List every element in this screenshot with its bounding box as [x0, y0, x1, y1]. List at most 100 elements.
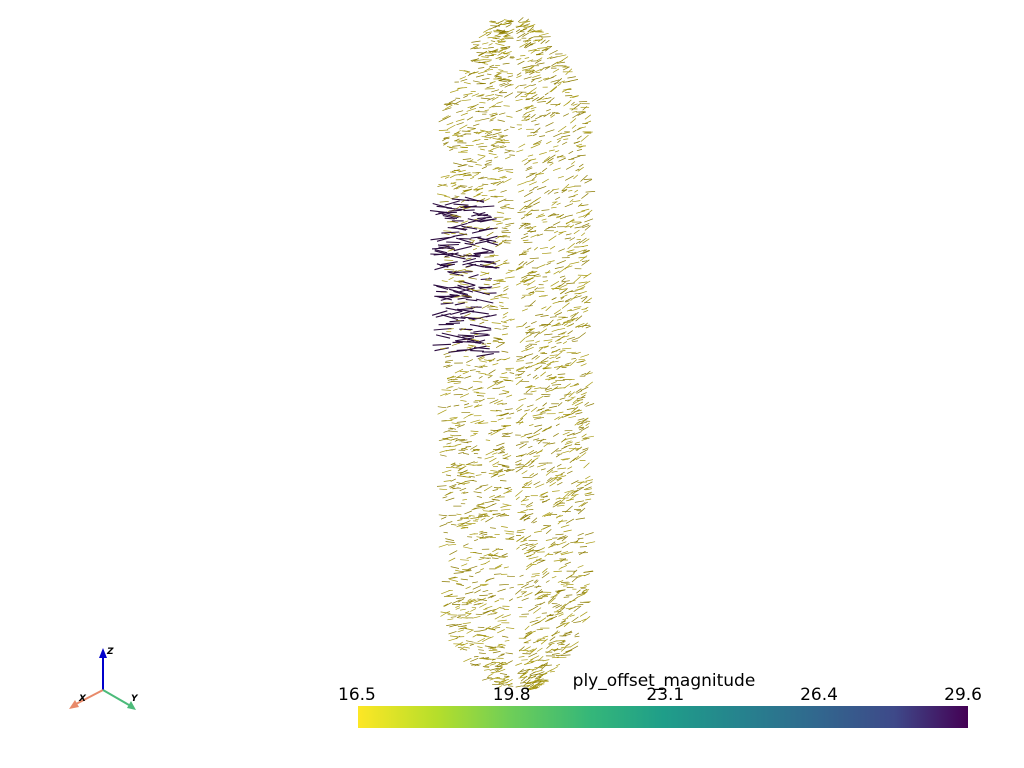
- glyph: [572, 112, 581, 119]
- glyph: [525, 344, 530, 348]
- glyph: [560, 294, 568, 299]
- glyph: [518, 454, 525, 457]
- glyph: [472, 47, 478, 49]
- glyph: [569, 359, 578, 366]
- glyph: [515, 109, 523, 113]
- glyph: [520, 509, 529, 513]
- glyph: [489, 66, 498, 69]
- glyph: [497, 169, 504, 172]
- glyph: [504, 150, 511, 154]
- glyph: [451, 221, 459, 224]
- glyph: [567, 76, 576, 79]
- glyph: [488, 150, 493, 152]
- glyph: [550, 541, 556, 546]
- glyph: [557, 475, 567, 479]
- glyph: [502, 432, 509, 435]
- glyph: [525, 92, 536, 95]
- glyph: [579, 424, 584, 428]
- glyph: [534, 115, 542, 120]
- glyph: [576, 593, 586, 598]
- glyph: [500, 412, 510, 417]
- glyph: [529, 271, 536, 274]
- glyph: [570, 491, 576, 493]
- glyph: [555, 663, 561, 667]
- glyph: [446, 122, 454, 126]
- glyph: [466, 359, 473, 363]
- glyph: [498, 30, 509, 34]
- glyph: [469, 575, 474, 577]
- glyph: [562, 66, 570, 71]
- glyph: [521, 276, 528, 281]
- glyph: [581, 501, 588, 507]
- glyph: [481, 166, 488, 170]
- glyph: [501, 448, 506, 451]
- glyph: [525, 331, 535, 333]
- glyph: [446, 241, 461, 244]
- glyph: [556, 463, 562, 467]
- glyph: [526, 555, 532, 557]
- glyph: [536, 275, 541, 277]
- glyph: [451, 198, 470, 202]
- glyph: [447, 378, 453, 381]
- glyph: [515, 373, 522, 376]
- glyph: [484, 500, 495, 504]
- glyph: [540, 547, 545, 550]
- glyph: [494, 666, 503, 671]
- glyph: [523, 76, 532, 80]
- glyph: [465, 252, 471, 256]
- glyph: [487, 673, 494, 677]
- colorbar-tick-label: 29.6: [944, 685, 982, 705]
- glyph: [500, 262, 507, 266]
- glyph: [520, 216, 526, 220]
- glyph: [534, 530, 543, 533]
- glyph: [585, 191, 596, 193]
- glyph: [499, 305, 504, 307]
- glyph: [553, 132, 563, 138]
- glyph: [543, 345, 549, 349]
- glyph: [551, 206, 557, 209]
- glyph: [535, 367, 540, 370]
- glyph: [580, 386, 589, 391]
- glyph: [558, 566, 563, 570]
- glyph: [532, 558, 541, 564]
- glyph: [447, 618, 454, 621]
- glyph: [477, 176, 484, 180]
- glyph: [475, 370, 481, 373]
- glyph: [520, 497, 527, 503]
- glyph: [533, 607, 542, 614]
- glyph: [515, 467, 524, 473]
- glyph: [497, 41, 506, 43]
- glyph: [492, 452, 498, 455]
- glyph: [532, 686, 539, 690]
- glyph: [478, 52, 483, 56]
- glyph: [455, 374, 462, 379]
- glyph: [503, 432, 513, 436]
- glyph: [582, 250, 591, 255]
- glyph: [431, 310, 448, 316]
- glyph: [437, 409, 447, 415]
- glyph: [536, 30, 543, 32]
- glyph: [474, 599, 482, 603]
- glyph: [502, 178, 512, 184]
- glyph: [505, 222, 515, 226]
- glyph: [551, 576, 557, 579]
- glyph: [460, 327, 466, 331]
- glyph: [573, 193, 579, 197]
- glyph: [476, 495, 482, 498]
- glyph: [491, 322, 501, 324]
- glyph: [464, 313, 471, 317]
- glyph: [450, 196, 458, 200]
- glyph: [508, 20, 514, 23]
- glyph: [515, 360, 524, 362]
- glyph: [551, 470, 558, 473]
- glyph: [525, 362, 533, 364]
- glyph: [471, 40, 481, 43]
- glyph: [445, 322, 461, 325]
- glyph: [562, 617, 569, 621]
- glyph: [577, 421, 587, 425]
- glyph: [469, 643, 475, 646]
- glyph: [537, 185, 547, 190]
- glyph: [465, 298, 478, 302]
- glyph: [519, 672, 527, 678]
- glyph: [563, 113, 569, 117]
